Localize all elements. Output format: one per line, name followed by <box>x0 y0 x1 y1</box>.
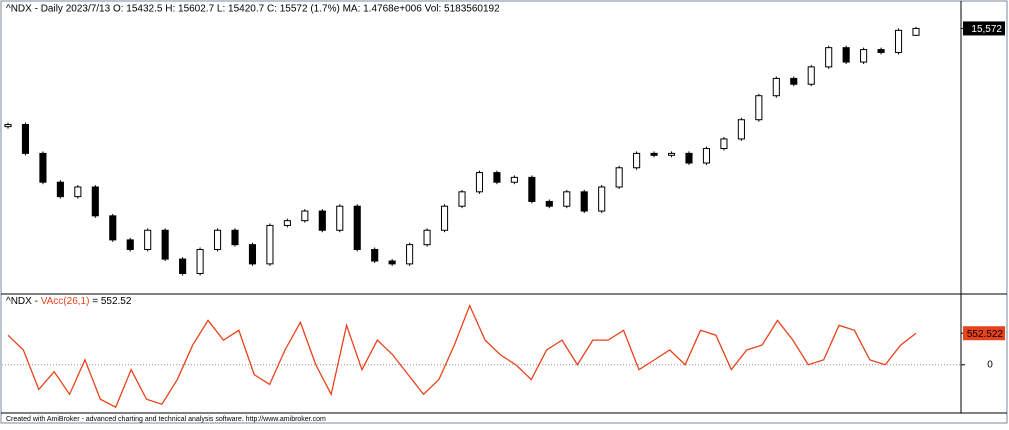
indicator-value: = 552.52 <box>89 296 131 307</box>
candle-body <box>21 124 30 154</box>
candle-body <box>91 186 99 217</box>
footer: Created with AmiBroker - advanced charti… <box>6 416 326 423</box>
candle-body <box>580 191 588 212</box>
candle-body <box>406 244 414 265</box>
candle-body <box>458 191 466 207</box>
candle-body <box>388 260 396 265</box>
candle-body <box>213 229 222 250</box>
y-tick-label: 15,572 <box>971 24 1002 35</box>
candle-body <box>161 229 169 260</box>
candle-body <box>650 152 658 156</box>
candle-body <box>842 47 850 63</box>
candle-body <box>39 152 47 183</box>
candle-body <box>353 205 361 250</box>
candle-body <box>126 239 134 250</box>
candle-body <box>894 29 903 53</box>
candle-body <box>440 205 449 231</box>
candle-body <box>231 229 239 246</box>
candle-body <box>528 176 536 202</box>
candle-body <box>598 186 606 212</box>
price-badge <box>963 21 1005 36</box>
candle-body <box>825 47 833 68</box>
candle-body <box>423 229 431 246</box>
candle-body <box>179 258 187 274</box>
candle-body <box>563 191 571 207</box>
candle-body <box>248 244 257 265</box>
y-tick-label: 552.522 <box>967 329 1004 340</box>
candle-body <box>4 124 12 128</box>
candle-body <box>807 66 815 85</box>
candle-body <box>283 220 291 226</box>
indicator-symbol: ^NDX - <box>6 296 41 307</box>
candle-body <box>667 152 676 156</box>
candle-body <box>196 248 204 274</box>
candle-body <box>755 95 763 121</box>
indicator-line <box>7 303 917 409</box>
candle-body <box>860 49 868 63</box>
candle-body <box>912 27 920 36</box>
candle-body <box>144 229 152 250</box>
candle-body <box>301 210 309 222</box>
candle-body <box>336 205 344 231</box>
candle-body <box>371 248 379 262</box>
candle-body <box>318 210 326 231</box>
value-badge <box>963 326 1005 341</box>
candle-body <box>109 215 117 241</box>
candle-body <box>475 172 484 193</box>
candle-body <box>615 167 623 188</box>
y-tick-label: 0 <box>987 359 993 370</box>
candle-body <box>685 152 693 164</box>
candle-body <box>545 200 553 207</box>
candle-body <box>510 176 518 183</box>
candle-body <box>702 148 711 164</box>
candle-body <box>56 181 64 198</box>
candle-body <box>737 119 745 140</box>
price-title: ^NDX - Daily 2023/7/13 O: 15432.5 H: 156… <box>6 4 500 15</box>
candle-body <box>772 77 780 97</box>
candle-body <box>790 77 798 85</box>
indicator-title: ^NDX - VAcc(26,1) = 552.52 <box>6 296 132 307</box>
candle-body <box>74 186 82 198</box>
candle-body <box>877 49 885 53</box>
candle-body <box>266 224 274 265</box>
candle-body <box>493 172 501 183</box>
candle-body <box>720 138 728 150</box>
indicator-name: VAcc(26,1) <box>41 296 90 307</box>
candle-body <box>633 152 641 169</box>
